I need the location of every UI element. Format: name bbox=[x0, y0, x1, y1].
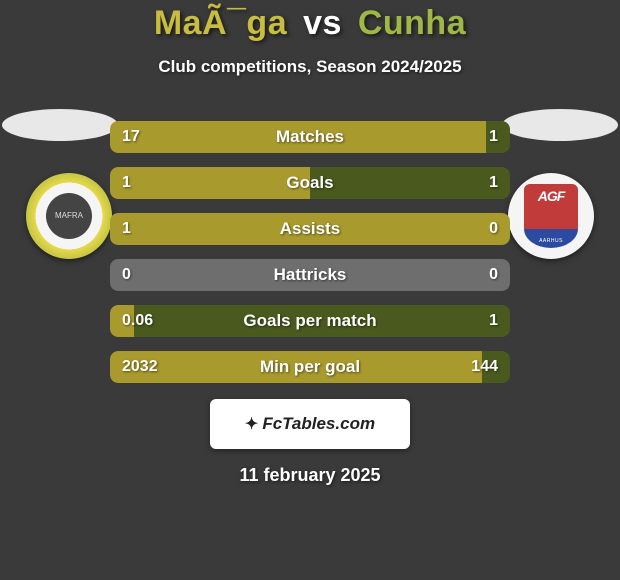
side-ellipse-right bbox=[502, 109, 618, 141]
stat-bars-container: 17Matches11Goals11Assists00Hattricks00.0… bbox=[110, 121, 510, 383]
stat-value-right: 0 bbox=[477, 259, 510, 291]
subtitle: Club competitions, Season 2024/2025 bbox=[0, 57, 620, 77]
title-player2: Cunha bbox=[358, 4, 466, 42]
stat-value-right: 1 bbox=[477, 167, 510, 199]
stat-label: Matches bbox=[110, 121, 510, 153]
stat-label: Goals bbox=[110, 167, 510, 199]
stat-label: Goals per match bbox=[110, 305, 510, 337]
stat-row: 1Goals1 bbox=[110, 167, 510, 199]
stat-label: Assists bbox=[110, 213, 510, 245]
stat-value-right: 1 bbox=[477, 305, 510, 337]
brand-text: FcTables.com bbox=[262, 414, 375, 434]
stat-value-right: 144 bbox=[459, 351, 510, 383]
brand-pill[interactable]: ✦ FcTables.com bbox=[210, 399, 410, 449]
stat-row: 2032Min per goal144 bbox=[110, 351, 510, 383]
stat-value-right: 1 bbox=[477, 121, 510, 153]
date-label: 11 february 2025 bbox=[0, 465, 620, 486]
stat-label: Hattricks bbox=[110, 259, 510, 291]
team-badge-right-sublabel: AARHUS bbox=[539, 238, 563, 244]
stat-value-right: 0 bbox=[477, 213, 510, 245]
team-badge-right-label: AGF bbox=[538, 188, 565, 204]
brand-glyph-icon: ✦ bbox=[245, 414, 258, 434]
title-player1: MaÃ¯ga bbox=[154, 4, 287, 42]
stats-area: MAFRA AGF AARHUS 17Matches11Goals11Assis… bbox=[0, 121, 620, 383]
team-badge-left-label: MAFRA bbox=[46, 193, 92, 239]
team-badge-right-shield: AGF AARHUS bbox=[524, 184, 578, 248]
team-badge-right: AGF AARHUS bbox=[508, 173, 594, 259]
stat-row: 0.06Goals per match1 bbox=[110, 305, 510, 337]
title-vs: vs bbox=[303, 4, 342, 42]
team-badge-left: MAFRA bbox=[26, 173, 112, 259]
content-wrapper: MaÃ¯ga vs Cunha Club competitions, Seaso… bbox=[0, 0, 620, 580]
page-title: MaÃ¯ga vs Cunha bbox=[0, 4, 620, 43]
brand-logo: ✦ FcTables.com bbox=[245, 414, 375, 434]
stat-label: Min per goal bbox=[110, 351, 510, 383]
stat-row: 0Hattricks0 bbox=[110, 259, 510, 291]
stat-row: 17Matches1 bbox=[110, 121, 510, 153]
stat-row: 1Assists0 bbox=[110, 213, 510, 245]
side-ellipse-left bbox=[2, 109, 118, 141]
